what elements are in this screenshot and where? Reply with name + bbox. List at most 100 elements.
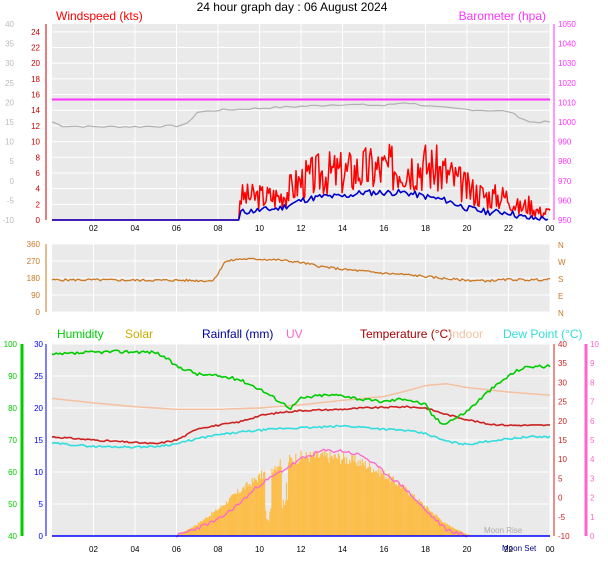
wind-y-tick-label: 6	[36, 169, 41, 178]
temp-tick-label: 35	[558, 359, 567, 368]
direction-y-tick-label: 0	[36, 308, 41, 317]
uv-line	[175, 448, 468, 538]
legend-dew-point: Dew Point (°C)	[503, 327, 582, 341]
compass-tick-label: N	[558, 241, 564, 250]
wind-y-tick-label: 24	[31, 28, 40, 37]
wind-faint-tick-label: 20	[5, 98, 14, 107]
baro-tick-label: 1020	[558, 79, 576, 88]
temp-tick-label: 10	[558, 455, 567, 464]
humidity-tick-label: 40	[8, 532, 17, 541]
direction-y-tick-label: 90	[31, 291, 40, 300]
rain-tick-label: 10	[34, 468, 43, 477]
legend-solar: Solar	[125, 327, 153, 341]
wind-x-tick-label: 20	[463, 224, 472, 233]
temp-x-tick-label: 06	[172, 545, 181, 554]
baro-tick-label: 1000	[558, 118, 576, 127]
wind-x-tick-label: 06	[172, 224, 181, 233]
wind-y-tick-label: 0	[36, 216, 41, 225]
temp-x-tick-label: 12	[297, 545, 306, 554]
wind-x-tick-label: 08	[214, 224, 223, 233]
rain-tick-label: 0	[39, 532, 44, 541]
uv-tick-label: 1	[590, 513, 595, 522]
humidity-line	[52, 349, 551, 425]
rain-tick-label: 30	[34, 340, 43, 349]
moon-set-label: Moon Set	[502, 544, 537, 553]
wind-y-tick-label: 20	[31, 59, 40, 68]
humidity-tick-label: 100	[4, 340, 18, 349]
humidity-tick-label: 90	[8, 372, 17, 381]
dew-point-line	[51, 424, 551, 449]
gray-trace	[51, 102, 551, 129]
wind-faint-tick-label: -10	[2, 216, 14, 225]
humidity-tick-label: 50	[8, 500, 17, 509]
direction-y-tick-label: 270	[27, 257, 41, 266]
uv-tick-label: 7	[590, 398, 595, 407]
wind-x-tick-label: 10	[255, 224, 264, 233]
wind-y-tick-label: 16	[31, 91, 40, 100]
baro-tick-label: 970	[558, 177, 572, 186]
wind-x-tick-label: 18	[421, 224, 430, 233]
wind-x-tick-label: 04	[131, 224, 140, 233]
temp-tick-label: 5	[558, 474, 563, 483]
temp-tick-label: -10	[558, 532, 570, 541]
compass-tick-label: S	[558, 275, 563, 284]
baro-tick-label: 1040	[558, 40, 576, 49]
rain-tick-label: 25	[34, 372, 43, 381]
wind-y-tick-label: 4	[36, 185, 41, 194]
compass-tick-label: E	[558, 292, 563, 301]
temp-x-tick-label: 16	[380, 545, 389, 554]
temp-x-tick-label: 10	[255, 545, 264, 554]
humidity-tick-label: 60	[8, 468, 17, 477]
rain-tick-label: 15	[34, 436, 43, 445]
baro-axis-title: Barometer (hpa)	[459, 9, 546, 23]
legend-humidity: Humidity	[57, 327, 104, 341]
wind-y-tick-label: 18	[31, 75, 40, 84]
uv-tick-label: 3	[590, 474, 595, 483]
wind-faint-tick-label: 15	[5, 118, 14, 127]
wind-faint-tick-label: 40	[5, 20, 14, 29]
wind-x-tick-label: 12	[297, 224, 306, 233]
uv-tick-label: 8	[590, 378, 595, 387]
wind-x-tick-label: 14	[338, 224, 347, 233]
wind-x-tick-label: 22	[504, 224, 513, 233]
wind-faint-tick-label: 30	[5, 59, 14, 68]
moon-rise-label: Moon Rise	[484, 526, 523, 535]
temp-x-tick-label: 20	[463, 545, 472, 554]
uv-tick-label: 2	[590, 494, 595, 503]
direction-y-tick-label: 180	[27, 274, 41, 283]
temp-tick-label: 30	[558, 378, 567, 387]
uv-tick-label: 9	[590, 359, 595, 368]
baro-tick-label: 1030	[558, 59, 576, 68]
wind-faint-tick-label: 25	[5, 79, 14, 88]
wind-faint-tick-label: 5	[10, 157, 15, 166]
wind-y-tick-label: 2	[36, 200, 41, 209]
temp-tick-label: 25	[558, 398, 567, 407]
baro-tick-label: 960	[558, 196, 572, 205]
compass-tick-label: N	[558, 309, 564, 318]
baro-tick-label: 990	[558, 138, 572, 147]
wind-direction-line	[51, 257, 551, 283]
baro-tick-label: 980	[558, 157, 572, 166]
humidity-tick-label: 70	[8, 436, 17, 445]
wind-x-tick-label: 02	[89, 224, 98, 233]
wind-y-tick-label: 8	[36, 153, 41, 162]
uv-tick-label: 5	[590, 436, 595, 445]
temp-x-tick-label: 08	[214, 545, 223, 554]
legend-uv: UV	[286, 327, 303, 341]
temp-x-tick-label: 04	[131, 545, 140, 554]
temp-tick-label: 0	[558, 494, 563, 503]
wind-y-tick-label: 14	[31, 106, 40, 115]
uv-tick-label: 10	[590, 340, 599, 349]
wind-x-tick-label: 00	[546, 224, 555, 233]
chart-title: 24 hour graph day : 06 August 2024	[197, 0, 388, 14]
wind-axis-title: Windspeed (kts)	[56, 9, 143, 23]
indoor-line	[51, 382, 551, 411]
humidity-tick-label: 80	[8, 404, 17, 413]
wind-faint-tick-label: -5	[7, 196, 15, 205]
temp-tick-label: 15	[558, 436, 567, 445]
rain-tick-label: 20	[34, 404, 43, 413]
wind-y-tick-label: 12	[31, 122, 40, 131]
wind-y-tick-label: 22	[31, 44, 40, 53]
wind-faint-tick-label: 0	[10, 177, 15, 186]
